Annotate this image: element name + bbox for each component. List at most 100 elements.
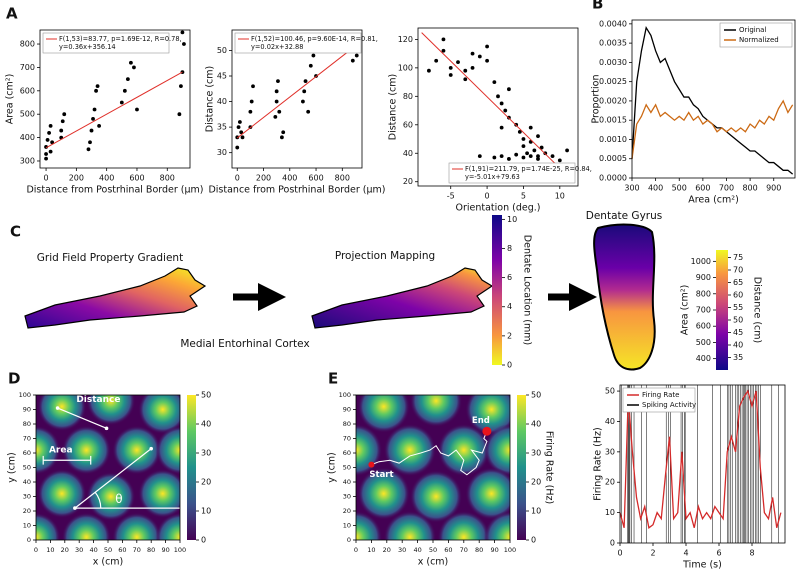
point — [273, 114, 278, 119]
plot-frame — [39, 29, 191, 169]
diagram-label: Grid Field Property Gradient — [37, 252, 183, 264]
colorbar-tick-label: 400 — [696, 354, 711, 363]
point — [48, 149, 53, 154]
point — [248, 109, 253, 114]
point — [89, 128, 94, 133]
y-tick-label: 50 — [343, 464, 351, 472]
y-tick-label: 0.0010 — [599, 135, 627, 144]
point — [92, 107, 97, 112]
y-tick-label: 30 — [23, 493, 31, 501]
point — [95, 84, 100, 89]
series-line — [631, 25, 794, 175]
series-line — [631, 99, 794, 159]
panel-letter: B — [592, 0, 603, 13]
grid-field — [357, 395, 410, 433]
point — [274, 99, 279, 104]
colorbar-label: Firing Rate (Hz) — [544, 431, 555, 504]
x-tick-label: 400 — [99, 174, 114, 183]
legend-text: y=-5.01x+79.63 — [465, 173, 520, 181]
x-axis-label: x (cm) — [93, 557, 124, 568]
x-tick-label: 20 — [383, 546, 391, 554]
y-tick-label: 40 — [605, 417, 615, 426]
point — [485, 44, 489, 49]
y-tick-label: 0 — [610, 539, 615, 548]
point — [536, 134, 540, 139]
legend-box — [42, 32, 170, 54]
point — [507, 87, 511, 92]
point — [536, 157, 540, 161]
y-tick-label: 400 — [20, 133, 35, 142]
colorbar-tick-label: 20 — [201, 478, 211, 487]
y-axis-label: Distance (cm) — [205, 66, 216, 132]
point — [532, 148, 537, 153]
x-tick-label: 0 — [34, 546, 38, 554]
grid-field — [356, 510, 383, 540]
y-tick-label: 100 — [398, 63, 413, 72]
point — [86, 147, 91, 152]
y-tick-label: 500 — [20, 110, 35, 119]
mec-shape — [311, 267, 494, 329]
annotation: Area — [49, 446, 73, 456]
y-tick-label: 40 — [23, 478, 31, 486]
y-tick-label: 20 — [343, 507, 351, 515]
x-axis-label: Orientation (deg.) — [456, 203, 541, 214]
grid-field — [86, 472, 136, 521]
y-tick-label: 0.0030 — [599, 58, 627, 67]
y-tick-label: 80 — [343, 420, 351, 428]
x-tick-label: 10 — [555, 192, 565, 201]
colorbar-tick-label: 50 — [733, 316, 743, 325]
point — [507, 157, 511, 161]
y-tick-label: 35 — [217, 123, 227, 132]
point — [91, 116, 95, 121]
y-tick-label: 0.0035 — [599, 39, 627, 48]
colorbar-tick-label: 4 — [507, 302, 512, 311]
grid-field — [155, 512, 180, 540]
point — [94, 88, 98, 93]
point — [279, 135, 284, 140]
grid-field — [37, 395, 87, 432]
point — [235, 145, 240, 150]
colorbar-tick-label: 2 — [507, 331, 512, 340]
x-tick-label: 60 — [118, 546, 126, 554]
point — [301, 99, 305, 104]
legend-box — [448, 162, 576, 184]
grid-field — [357, 467, 410, 520]
diagram-label: Dentate Gyrus — [586, 210, 662, 222]
y-tick-label: 300 — [20, 156, 35, 165]
grid-field — [465, 467, 510, 520]
x-tick-label: 20 — [61, 546, 69, 554]
point — [44, 152, 48, 156]
panel-letter: E — [328, 370, 338, 388]
point — [44, 145, 48, 149]
colorbar-tick-label: 45 — [733, 328, 743, 337]
grid-field — [437, 510, 490, 540]
colorbar-tick-label: 40 — [733, 341, 743, 350]
x-tick-label: 50 — [429, 546, 437, 554]
x-tick-label: 600 — [308, 174, 323, 183]
x-axis-label: Time (s) — [682, 560, 722, 571]
point — [528, 154, 533, 159]
x-tick-label: 2 — [650, 549, 655, 558]
y-tick-label: 0 — [27, 536, 31, 544]
diagram-label: Medial Entorhinal Cortex — [180, 338, 309, 350]
point — [45, 138, 50, 142]
point — [240, 135, 245, 140]
point — [311, 53, 316, 58]
x-tick-label: 800 — [335, 174, 350, 183]
y-tick-label: 50 — [605, 387, 615, 396]
point — [441, 48, 446, 53]
y-tick-label: 70 — [23, 435, 31, 443]
x-tick-label: 6 — [716, 549, 721, 558]
grid-field — [61, 512, 111, 540]
x-tick-label: 40 — [413, 546, 421, 554]
y-tick-label: 60 — [23, 449, 31, 457]
colorbar — [492, 215, 502, 365]
legend-text: F(1,53)=83.77, p=1.69E-12, R=0.78, — [59, 35, 182, 43]
x-tick-label: 90 — [490, 546, 498, 554]
point — [492, 80, 497, 84]
panel-letter: D — [8, 370, 20, 388]
x-axis-label: Area (cm²) — [688, 195, 739, 206]
y-tick-label: 30 — [605, 447, 615, 456]
x-tick-label: 400 — [648, 184, 663, 193]
